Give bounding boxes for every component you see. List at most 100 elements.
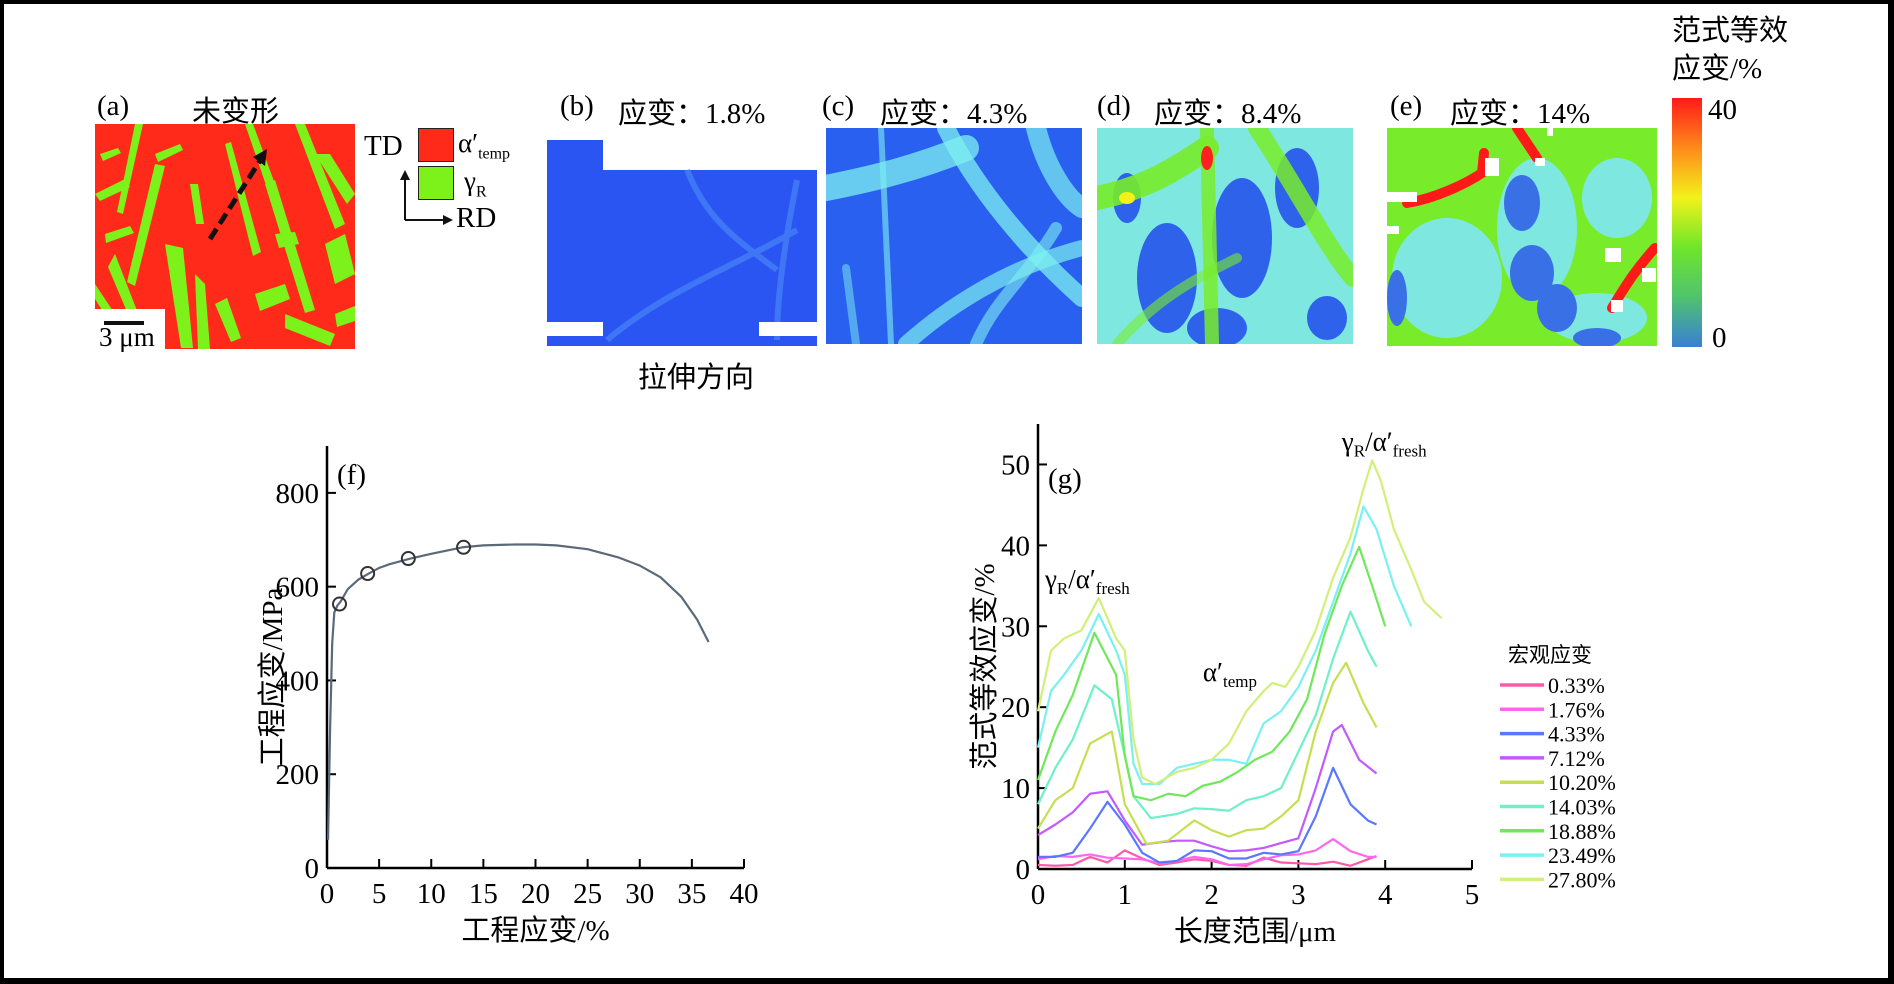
phase-map-a xyxy=(95,124,355,349)
panel-b-tag: (b) xyxy=(560,90,594,122)
tensile-direction-label: 拉伸方向 xyxy=(638,362,755,394)
x-tick-label: 1 xyxy=(1118,879,1133,911)
austenite-grains xyxy=(95,124,355,349)
legend-title: 宏观应变 xyxy=(1508,643,1592,667)
x-tick-label: 0 xyxy=(1031,879,1046,911)
x-tick-label: 25 xyxy=(573,878,602,910)
phase-annotation: α′temp xyxy=(1203,657,1257,691)
y-tick-label: 0 xyxy=(305,853,320,885)
series-line-0.33% xyxy=(1037,849,1377,867)
y-tick-label: 200 xyxy=(276,759,320,791)
strain-map-e xyxy=(1387,128,1657,346)
legend-swatch-austenite xyxy=(418,166,454,200)
x-axis-label: 工程应变/% xyxy=(461,914,609,947)
strain-map-b xyxy=(547,140,817,346)
y-tick-label: 600 xyxy=(276,572,320,604)
legend-label: 0.33% xyxy=(1548,673,1605,698)
data-marker xyxy=(400,551,416,567)
panel-tag: (f) xyxy=(337,459,366,491)
phase-annotation: γR/α′fresh xyxy=(1341,426,1427,460)
axis-rd-label: RD xyxy=(456,202,497,234)
series-line-1.76% xyxy=(1037,837,1377,867)
x-tick-label: 2 xyxy=(1204,879,1219,911)
arrowhead-icon xyxy=(253,149,267,166)
panel-b-title: 应变：1.8% xyxy=(618,98,766,130)
colorbar-title: 范式等效 应变/% xyxy=(1672,15,1789,85)
line-profile-arrow xyxy=(207,154,266,241)
panel-d-tag: (d) xyxy=(1097,90,1131,122)
legend-swatch-martensite xyxy=(418,128,454,162)
legend-label: 27.80% xyxy=(1548,867,1616,892)
colorbar-max-label: 40 xyxy=(1708,94,1737,126)
panel-e-title: 应变：14% xyxy=(1450,98,1591,130)
series-line-stress-strain xyxy=(326,543,710,840)
tensile-arrow-right xyxy=(759,322,817,336)
legend-label: 23.49% xyxy=(1548,843,1616,868)
y-axis-label: 工程应变/MPa xyxy=(256,587,289,766)
data-marker xyxy=(332,596,348,612)
panel-e-tag: (e) xyxy=(1390,90,1423,122)
scale-bar-background xyxy=(95,309,165,349)
x-tick-label: 15 xyxy=(469,878,498,910)
y-tick-label: 20 xyxy=(1001,692,1030,724)
legend-label: 7.12% xyxy=(1548,746,1605,771)
panel-c-tag: (c) xyxy=(822,90,855,122)
legend-label: 14.03% xyxy=(1548,795,1616,820)
legend-label-austenite: γR xyxy=(464,166,487,201)
y-tick-label: 50 xyxy=(1001,449,1030,481)
y-tick-label: 0 xyxy=(1016,854,1031,886)
chart-g: 0 1 2 3 4 501020304050长度范围/μm范式等效应变/%(g)γR/α′… xyxy=(968,424,1616,948)
colorbar-min-label: 0 xyxy=(1712,322,1727,354)
legend-label: 10.20% xyxy=(1548,770,1616,795)
y-axis-label: 范式等效应变/% xyxy=(968,563,1001,769)
data-marker xyxy=(456,539,472,555)
legend-label: 1.76% xyxy=(1548,697,1605,722)
x-tick-label: 0 xyxy=(320,878,335,910)
data-marker xyxy=(360,566,376,582)
x-tick-label: 35 xyxy=(677,878,706,910)
figure-canvas: (a) 未变形 3 μm TD α′temp γR RD (b) 应变：1.8% xyxy=(4,4,1888,978)
panel-a-tag: (a) xyxy=(97,90,130,122)
panel-tag: (g) xyxy=(1048,463,1082,495)
series-line-14.03% xyxy=(1037,610,1378,820)
legend-label-martensite: α′temp xyxy=(458,128,511,163)
phase-map-svg xyxy=(95,124,355,349)
panel-c-title: 应变：4.3% xyxy=(880,98,1028,130)
phase-annotation: γR/α′fresh xyxy=(1044,564,1130,598)
x-tick-label: 3 xyxy=(1291,879,1306,911)
y-tick-label: 30 xyxy=(1001,611,1030,643)
y-tick-label: 40 xyxy=(1001,530,1030,562)
series-line-4.33% xyxy=(1038,766,1377,864)
panel-d-title: 应变：8.4% xyxy=(1154,98,1302,130)
panel-a-title: 未变形 xyxy=(192,96,280,128)
strain-map-d xyxy=(1097,128,1353,344)
legend-label: 18.88% xyxy=(1548,819,1616,844)
x-tick-label: 4 xyxy=(1378,879,1393,911)
y-tick-label: 400 xyxy=(276,665,320,697)
y-tick-label: 800 xyxy=(276,478,320,510)
x-tick-label: 20 xyxy=(521,878,550,910)
strain-map-c xyxy=(826,128,1082,344)
scale-bar xyxy=(104,321,144,325)
x-axis-label: 长度范围/μm xyxy=(1174,915,1337,948)
x-tick-label: 30 xyxy=(625,878,654,910)
series-line-18.88% xyxy=(1036,545,1387,802)
y-tick-label: 10 xyxy=(1001,773,1030,805)
x-tick-label: 10 xyxy=(417,878,446,910)
chart-f: 0 5 10 15 20 25 30 35 400200400600800工程应变/%工程应变/… xyxy=(256,424,1616,948)
x-tick-label: 40 xyxy=(730,878,759,910)
tensile-arrow-left xyxy=(547,322,603,336)
series-line-7.12% xyxy=(1037,723,1378,853)
series-line-10.20% xyxy=(1037,661,1378,846)
scale-bar-label: 3 μm xyxy=(99,322,155,352)
strain-map-b-svg xyxy=(547,140,817,346)
chart-f: 0 5 10 15 20 25 30 35 400200400600800工程应变/%工程应变/… xyxy=(256,446,759,947)
colorbar-gradient xyxy=(1672,98,1702,347)
axis-td-label: TD xyxy=(364,130,403,162)
series-line-27.80% xyxy=(1036,459,1443,786)
legend-label: 4.33% xyxy=(1548,722,1605,747)
td-rd-axes-icon xyxy=(400,170,453,225)
x-tick-label: 5 xyxy=(1465,879,1480,911)
x-tick-label: 5 xyxy=(372,878,387,910)
